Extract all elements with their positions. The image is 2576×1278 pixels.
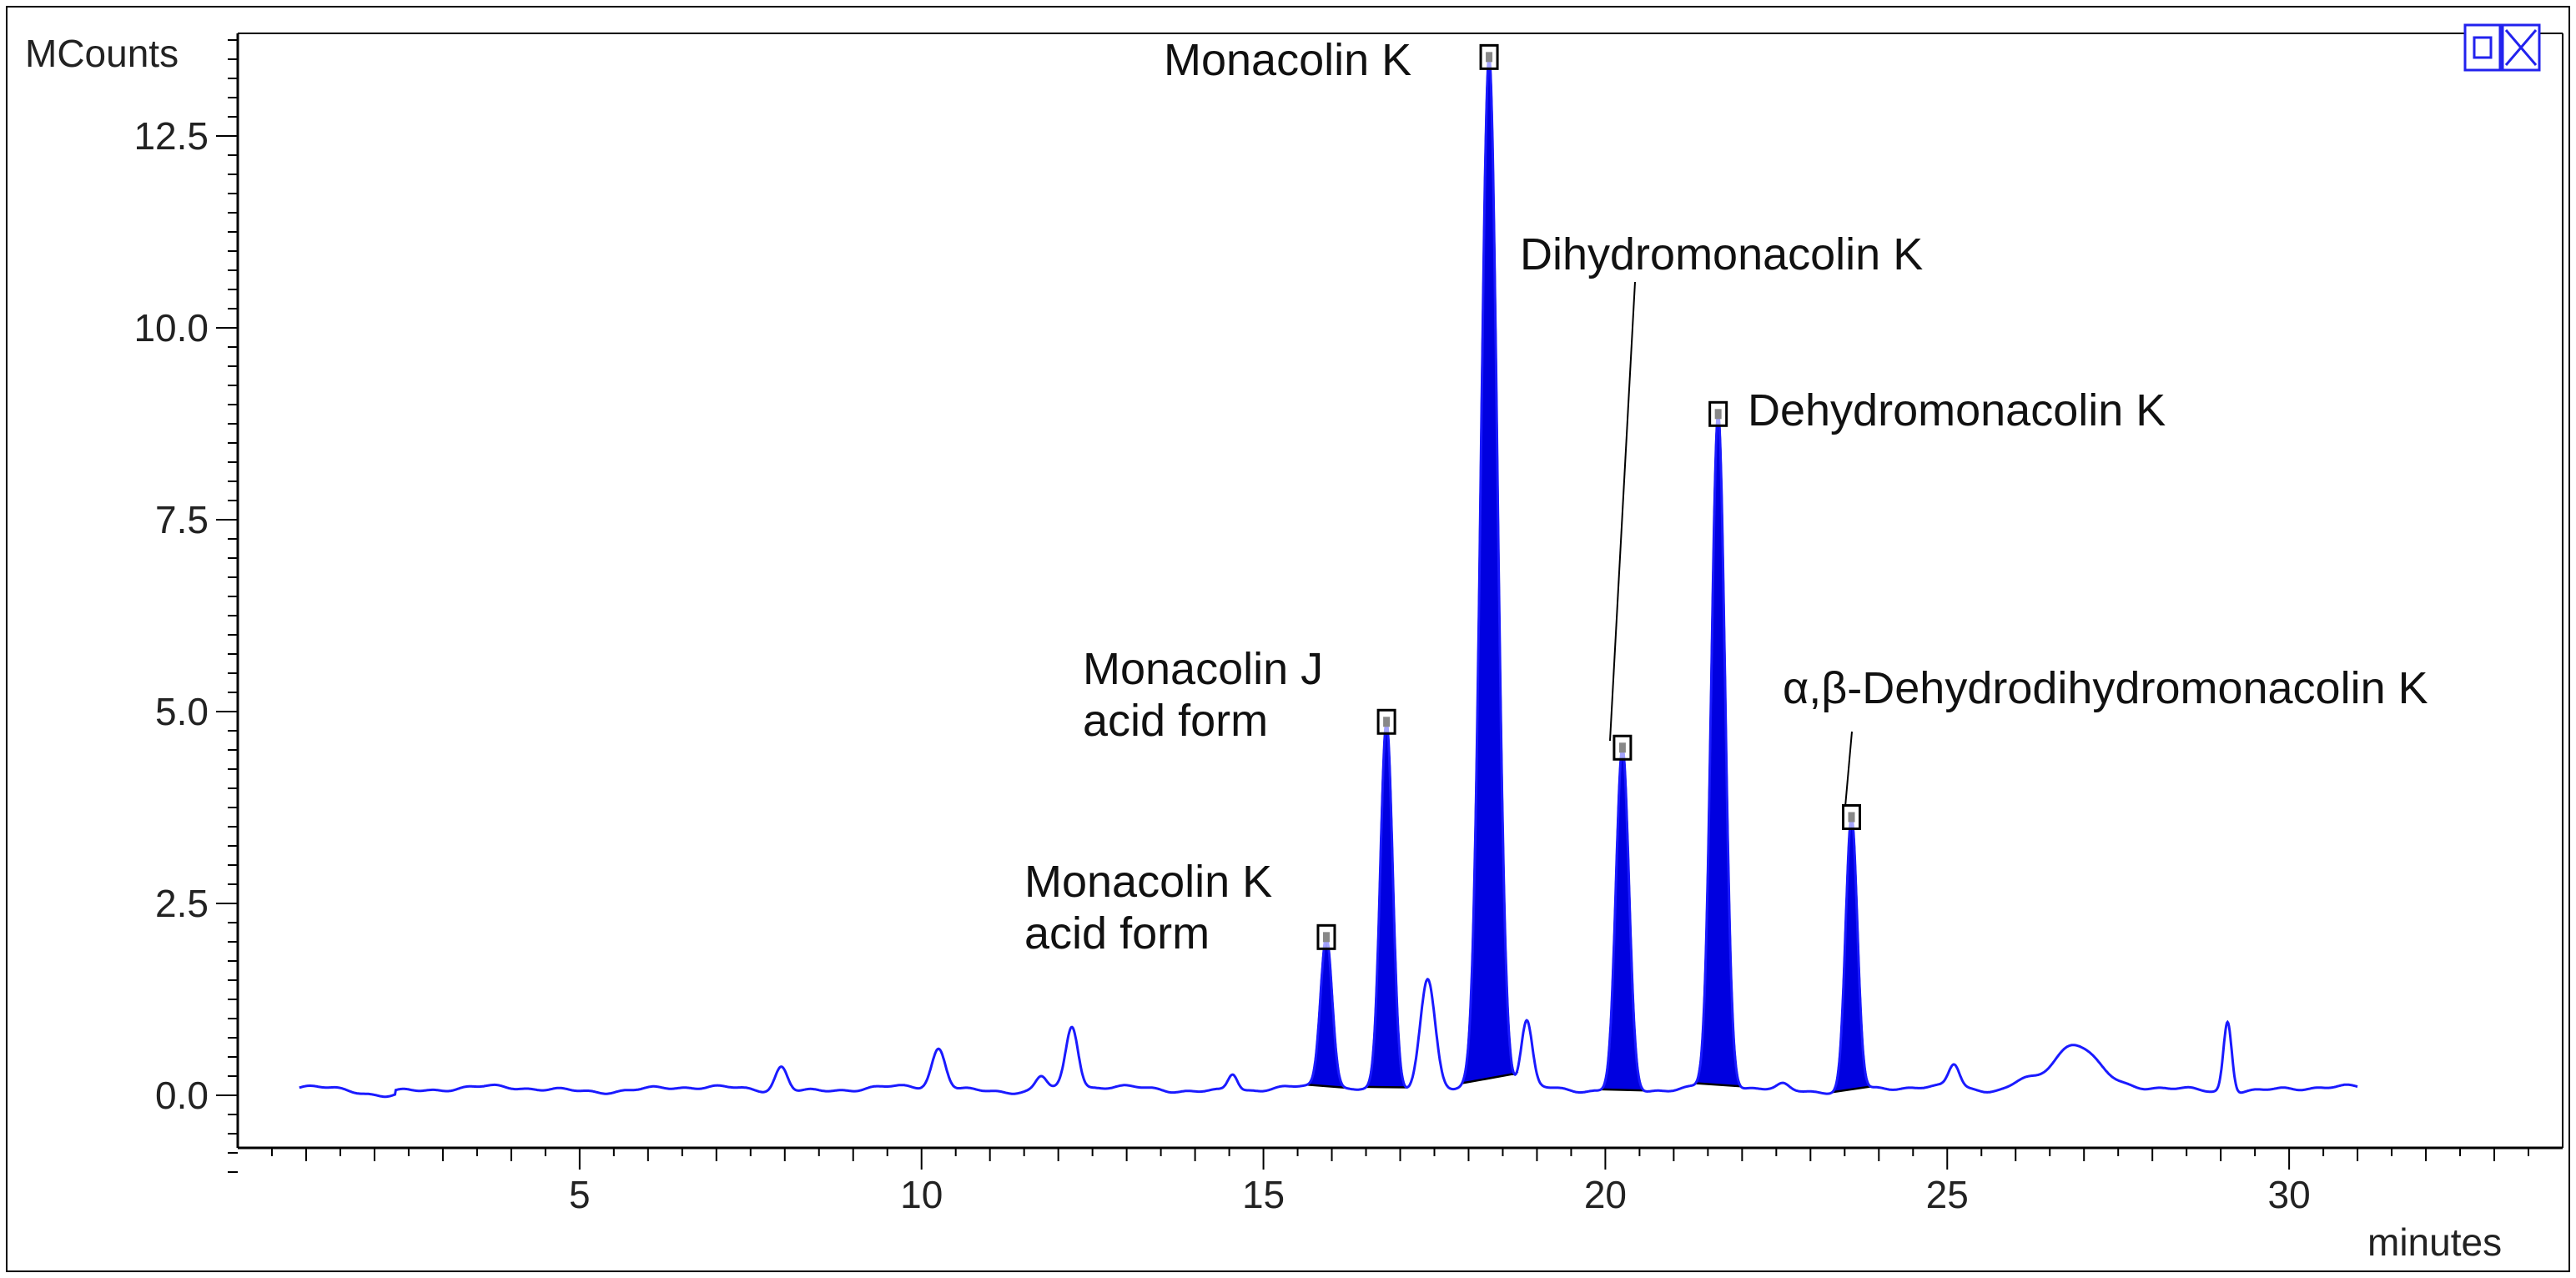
restore-icon	[2473, 36, 2493, 59]
peak-label-line: Monacolin K	[1164, 35, 1411, 85]
y-tick-label: 10.0	[133, 306, 209, 350]
y-tick-label: 7.5	[155, 498, 209, 541]
y-tick-label: 12.5	[133, 114, 209, 158]
x-tick-label: 15	[1242, 1173, 1285, 1216]
apex-box-inner	[1383, 717, 1391, 727]
close-button[interactable]	[2501, 23, 2541, 72]
restore-button[interactable]	[2463, 23, 2502, 72]
apex-box-inner	[1848, 812, 1855, 823]
integrated-peak	[1693, 413, 1743, 1088]
integrated-peak	[1597, 745, 1648, 1092]
y-axis-ticks: 0.0 2.5 5.0 7.5 10.0 12.5	[133, 39, 238, 1173]
x-tick-label: 5	[569, 1173, 591, 1216]
peak-apex-marker	[1842, 803, 1862, 830]
peak-label-line: Monacolin J	[1083, 644, 1323, 694]
integrated-peak	[1306, 935, 1346, 1089]
close-icon	[2504, 29, 2538, 66]
y-tick-label: 2.5	[155, 882, 209, 925]
peak-label-line: Dehydromonacolin K	[1748, 385, 2166, 435]
x-axis-title: minutes	[2367, 1220, 2502, 1264]
integrated-peak	[1829, 814, 1874, 1094]
apex-box-inner	[1486, 52, 1493, 63]
apex-box-inner	[1714, 409, 1722, 420]
peak-label-line: Monacolin K	[1024, 857, 1272, 907]
x-tick-label: 20	[1584, 1173, 1627, 1216]
peak-label: Monacolin K	[1164, 35, 1411, 85]
integrated-peak	[1460, 57, 1519, 1085]
peak-label-leader	[1844, 731, 1853, 808]
peak-label: α,β-Dehydrodihydromonacolin K	[1783, 663, 2428, 808]
y-tick-label: 0.0	[155, 1074, 209, 1117]
peak-markers-layer	[1316, 43, 1862, 950]
peak-label-line: Dihydromonacolin K	[1520, 229, 1923, 279]
peaks-layer	[1306, 57, 1874, 1094]
x-tick-label: 10	[900, 1173, 943, 1216]
peak-label-line: α,β-Dehydrodihydromonacolin K	[1783, 663, 2428, 713]
peak-apex-marker	[1708, 400, 1728, 427]
x-tick-label: 25	[1926, 1173, 1969, 1216]
y-axis-title: MCounts	[25, 32, 179, 75]
x-axis-ticks: 5 10 15 20 25 30	[270, 1148, 2530, 1216]
x-tick-label: 30	[2268, 1173, 2311, 1216]
peak-apex-marker	[1613, 734, 1633, 761]
peak-label: Dehydromonacolin K	[1748, 385, 2166, 435]
window-frame	[6, 6, 2570, 1272]
peak-apex-marker	[1479, 43, 1499, 70]
apex-box-inner	[1618, 742, 1626, 753]
peak-label: Dihydromonacolin K	[1520, 229, 1923, 742]
peak-label-line: acid form	[1024, 908, 1210, 958]
apex-box-inner	[1322, 932, 1330, 943]
peak-apex-marker	[1316, 923, 1336, 950]
y-tick-label: 5.0	[155, 690, 209, 733]
integrated-peak	[1364, 719, 1407, 1089]
peak-label-line: acid form	[1083, 696, 1268, 746]
peak-label-leader	[1609, 281, 1636, 742]
peak-apex-marker	[1376, 708, 1396, 735]
